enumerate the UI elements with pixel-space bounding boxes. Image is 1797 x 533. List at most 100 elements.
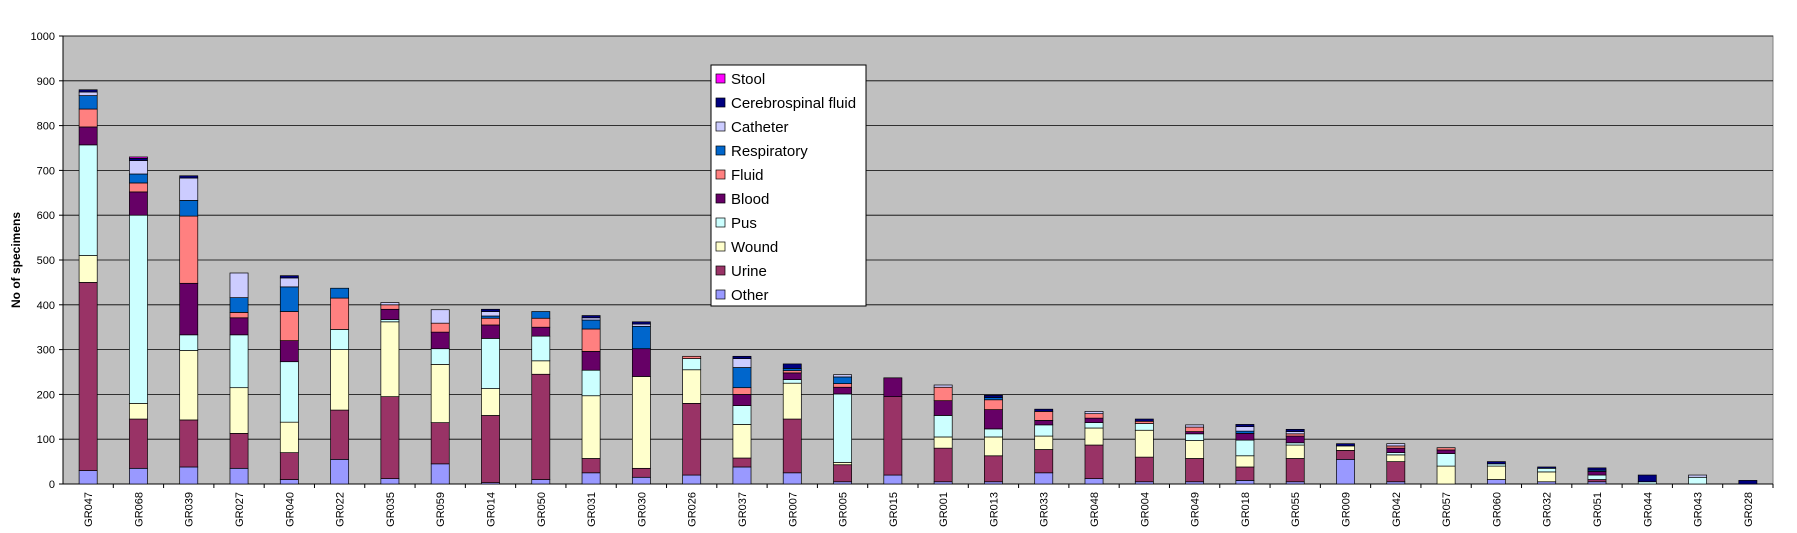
bar-segment [833,376,852,384]
bar-segment [1436,449,1456,454]
bar-segment [833,464,852,483]
bar-segment [279,421,299,453]
x-tick-label: GR051 [1592,492,1604,527]
bar-segment [933,436,953,449]
bar-segment [581,351,601,371]
x-tick-label: GR018 [1240,492,1252,527]
bar-segment [1134,456,1154,483]
x-tick-label: GR022 [335,492,347,527]
bar-segment [430,331,450,350]
x-tick-label: GR013 [988,492,1000,527]
bar-segment [229,334,249,389]
bar-segment [1285,428,1305,432]
y-tick-label: 900 [37,76,55,88]
bar-segment [78,89,98,93]
legend-swatch [715,193,726,204]
bar-segment [732,466,752,485]
bar-segment [1285,444,1305,459]
legend-swatch [715,121,726,132]
bar-segment [229,433,249,469]
bar-segment [430,322,450,333]
bar-segment [279,479,299,485]
bar-segment [933,400,953,416]
bar-segment [1235,466,1255,481]
y-tick-label: 400 [37,300,55,312]
bar-segment [430,309,450,324]
x-tick-label: GR049 [1190,492,1202,527]
legend-label: Other [731,287,769,304]
bar-segment [1034,449,1054,474]
bar-segment [1185,426,1205,432]
bar-segment [1084,478,1104,485]
bar-segment [883,396,903,476]
x-tick-label: GR044 [1642,492,1654,527]
bar-segment [1738,480,1758,485]
y-axis-title: No of specimens [9,212,23,308]
bar-segment [481,311,500,317]
bar-segment [1688,474,1707,478]
legend: Stool Cerebrospinal fluid Catheter Respirat… [715,71,856,304]
bar-segment [732,405,752,425]
x-tick-label: GR057 [1441,492,1453,527]
bar-segment [682,355,702,359]
bar-segment [1537,471,1557,483]
bar-segment [1436,453,1456,467]
bar-segment [1235,424,1255,428]
bar-segment [1034,420,1054,426]
bar-segment [129,182,148,193]
bar-segment [129,418,148,469]
bar-segment [481,317,500,326]
y-tick-label: 1000 [31,31,55,43]
bar-segment [1336,445,1355,451]
bar-segment [78,255,98,283]
y-tick-label: 700 [37,165,55,177]
bar-segment [581,328,601,352]
y-tick-label: 500 [37,255,55,267]
bar-segment [782,472,802,485]
y-tick-label: 800 [37,121,55,133]
bar-segment [732,355,752,359]
legend-label: Cerebrospinal fluid [731,95,856,112]
bar-segment [782,372,802,380]
bar-segment [129,191,148,216]
bar-segment [933,447,953,483]
bar-segment [631,476,651,485]
bar-segment [732,457,752,468]
bar-segment [481,415,500,484]
bar-segment [1185,433,1205,441]
bar-segment [380,308,400,320]
bar-segment [78,470,98,485]
bar-segment [1185,424,1205,428]
bar-segment [179,215,199,284]
bar-segment [229,467,249,485]
bar-segment [1587,467,1607,471]
legend-swatch [715,217,726,228]
bar-segment [984,399,1003,410]
legend-label: Fluid [731,167,764,184]
x-tick-label: GR035 [385,492,397,527]
y-tick-label: 200 [37,389,55,401]
bar-segment [330,349,350,411]
legend-swatch [715,241,726,252]
bar-segment [481,324,500,339]
bar-segment [1587,474,1607,480]
bar-segment [1034,435,1054,450]
legend-swatch [715,169,726,180]
bar-segment [833,383,852,388]
bar-segment [1134,429,1154,458]
bar-segment [179,334,199,351]
bar-segment [1185,458,1205,483]
bar-segment [279,277,299,288]
bar-segment [1637,474,1657,483]
legend-swatch [715,73,726,84]
x-tick-label: GR026 [687,492,699,527]
bar-segment [531,311,551,319]
bar-segment [1084,444,1104,479]
bar-segment [581,395,601,459]
bar-segment [682,403,702,476]
bar-segment [782,363,802,369]
x-tick-label: GR009 [1341,492,1353,527]
bar-segment [129,403,148,420]
bar-segment [179,175,199,179]
